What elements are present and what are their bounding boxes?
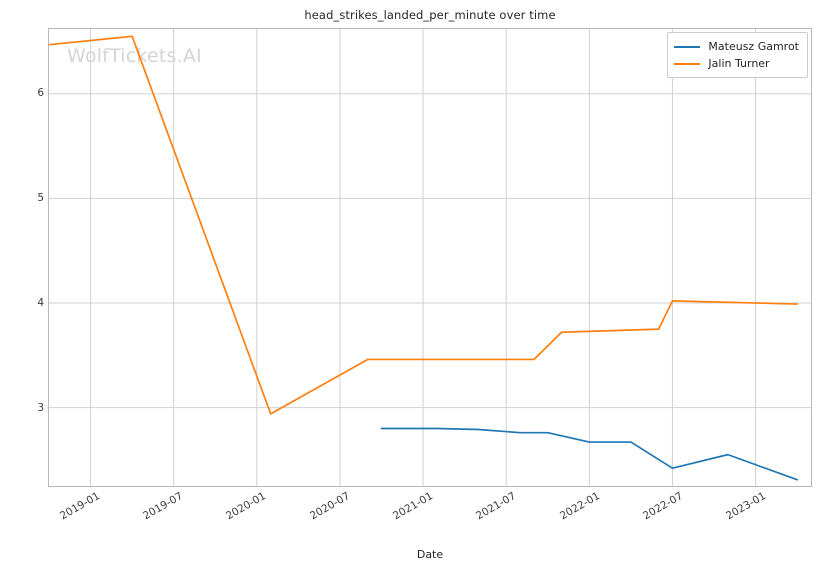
legend-item[interactable]: Mateusz Gamrot <box>674 38 799 55</box>
x-axis-label: Date <box>416 548 444 561</box>
series-lines <box>49 29 811 486</box>
y-axis-ticks: 3 4 5 6 <box>0 28 44 487</box>
x-tick-label: 2019-01 <box>57 490 102 523</box>
series-line <box>49 35 798 415</box>
y-tick-label: 3 <box>37 402 44 415</box>
legend-item[interactable]: Jalin Turner <box>674 55 799 72</box>
x-tick-label: 2020-07 <box>307 490 352 523</box>
x-tick-label: 2019-07 <box>141 490 186 523</box>
y-tick-label: 4 <box>37 297 44 310</box>
legend-item-label: Jalin Turner <box>708 57 770 70</box>
x-tick-label: 2021-01 <box>391 490 436 523</box>
legend[interactable]: Mateusz Gamrot Jalin Turner <box>667 32 808 78</box>
gridlines <box>49 29 811 486</box>
legend-color-swatch <box>674 45 701 48</box>
x-tick-label: 2021-07 <box>474 490 519 523</box>
chart-title: head_strikes_landed_per_minute over time <box>304 8 556 22</box>
legend-layer: Mateusz Gamrot Jalin Turner <box>49 29 811 486</box>
legend-item-label: Mateusz Gamrot <box>708 40 799 53</box>
plot-area: WolfTickets.AI Mateusz Gamrot Jalin Turne… <box>48 28 812 487</box>
legend-color-swatch <box>674 62 701 65</box>
series-line <box>380 427 798 481</box>
x-axis-ticks: 2019-01 2019-07 2020-01 2020-07 2021-01 2021-… <box>48 490 812 550</box>
x-tick-label: 2020-01 <box>224 490 269 523</box>
x-tick-label: 2022-07 <box>641 490 686 523</box>
y-tick-label: 6 <box>37 87 44 100</box>
y-tick-label: 5 <box>37 192 44 205</box>
x-tick-label: 2023-01 <box>724 490 769 523</box>
x-tick-label: 2022-01 <box>557 490 602 523</box>
